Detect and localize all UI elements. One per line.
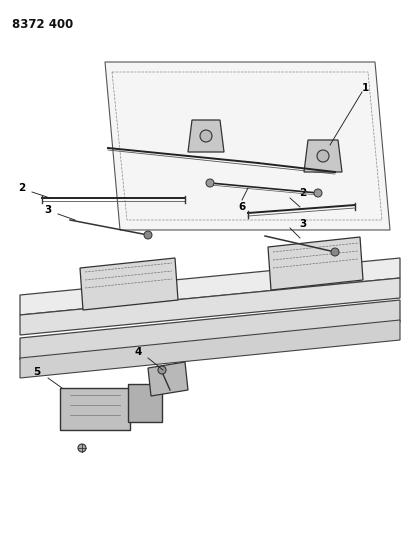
Polygon shape bbox=[60, 388, 130, 430]
Circle shape bbox=[144, 231, 152, 239]
Circle shape bbox=[316, 150, 328, 162]
Circle shape bbox=[157, 366, 166, 374]
Polygon shape bbox=[148, 362, 188, 396]
Text: 2: 2 bbox=[18, 183, 25, 193]
Circle shape bbox=[205, 179, 213, 187]
Circle shape bbox=[313, 189, 321, 197]
Text: 4: 4 bbox=[134, 347, 142, 357]
Polygon shape bbox=[105, 62, 389, 230]
Circle shape bbox=[200, 130, 211, 142]
Polygon shape bbox=[80, 258, 178, 310]
Polygon shape bbox=[303, 140, 341, 172]
Polygon shape bbox=[20, 300, 399, 360]
Polygon shape bbox=[20, 278, 399, 335]
Polygon shape bbox=[20, 320, 399, 378]
Polygon shape bbox=[188, 120, 223, 152]
Text: 5: 5 bbox=[33, 367, 40, 377]
Text: 2: 2 bbox=[299, 188, 306, 198]
Text: 1: 1 bbox=[360, 83, 368, 93]
Circle shape bbox=[330, 248, 338, 256]
Text: 3: 3 bbox=[299, 219, 306, 229]
Text: 6: 6 bbox=[238, 202, 245, 212]
Polygon shape bbox=[20, 258, 399, 315]
Circle shape bbox=[78, 444, 86, 452]
Text: 3: 3 bbox=[44, 205, 52, 215]
Polygon shape bbox=[128, 384, 162, 422]
Polygon shape bbox=[267, 237, 362, 290]
Text: 8372 400: 8372 400 bbox=[12, 18, 73, 31]
